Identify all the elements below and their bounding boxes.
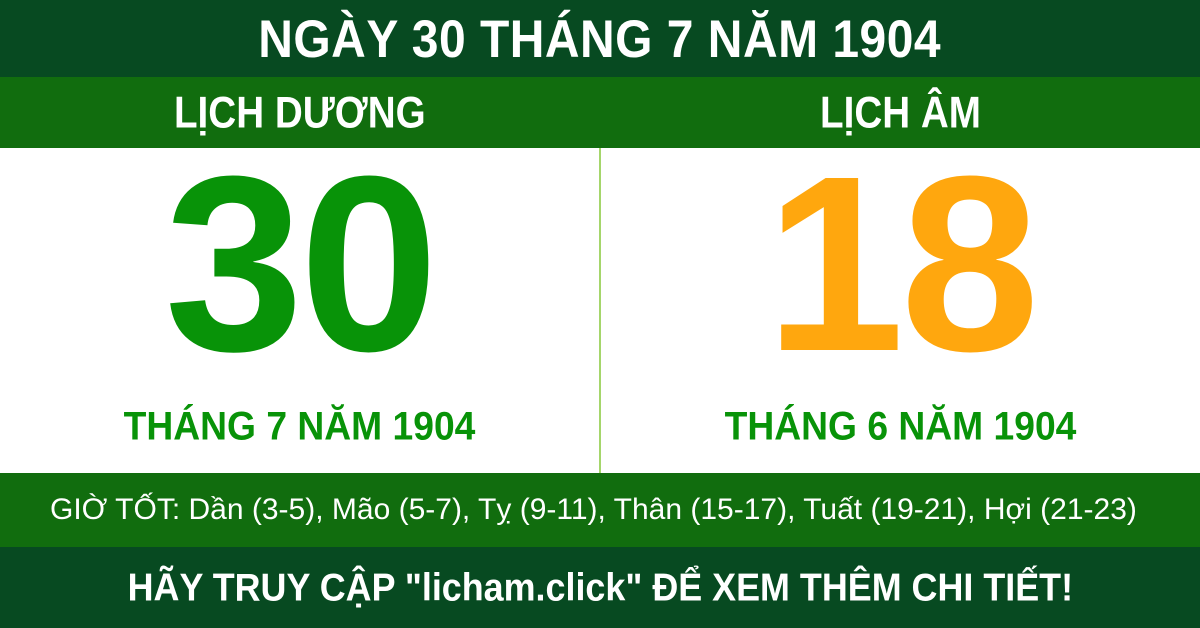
good-hours-bar: GIỜ TỐT: Dần (3-5), Mão (5-7), Tỵ (9-11)…	[0, 473, 1200, 547]
page-title: NGÀY 30 THÁNG 7 NĂM 1904	[258, 8, 942, 69]
lunar-day-panel: 18 THÁNG 6 NĂM 1904	[601, 124, 1200, 473]
lunar-month-year-label: THÁNG 6 NĂM 1904	[724, 405, 1077, 449]
footer-bar: HÃY TRUY CẬP "licham.click" ĐỂ XEM THÊM …	[0, 547, 1200, 628]
footer-cta-text: HÃY TRUY CẬP "licham.click" ĐỂ XEM THÊM …	[127, 565, 1073, 609]
lunar-calendar-header: LỊCH ÂM	[600, 77, 1200, 148]
solar-calendar-label: LỊCH DƯƠNG	[174, 87, 426, 137]
date-header: NGÀY 30 THÁNG 7 NĂM 1904	[0, 0, 1200, 77]
solar-day-panel: 30 THÁNG 7 NĂM 1904	[0, 124, 599, 473]
solar-day-number: 30	[164, 124, 438, 403]
lunar-day-number: 18	[765, 124, 1039, 403]
solar-calendar-header: LỊCH DƯƠNG	[0, 77, 600, 148]
lunar-calendar-label: LỊCH ÂM	[819, 87, 981, 137]
day-panels: 30 THÁNG 7 NĂM 1904 18 THÁNG 6 NĂM 1904	[0, 124, 1200, 473]
solar-month-year-label: THÁNG 7 NĂM 1904	[123, 405, 476, 449]
panel-divider	[599, 148, 601, 473]
good-hours-text: GIỜ TỐT: Dần (3-5), Mão (5-7), Tỵ (9-11)…	[50, 493, 1137, 526]
calendar-type-row: LỊCH DƯƠNG LỊCH ÂM	[0, 77, 1200, 148]
